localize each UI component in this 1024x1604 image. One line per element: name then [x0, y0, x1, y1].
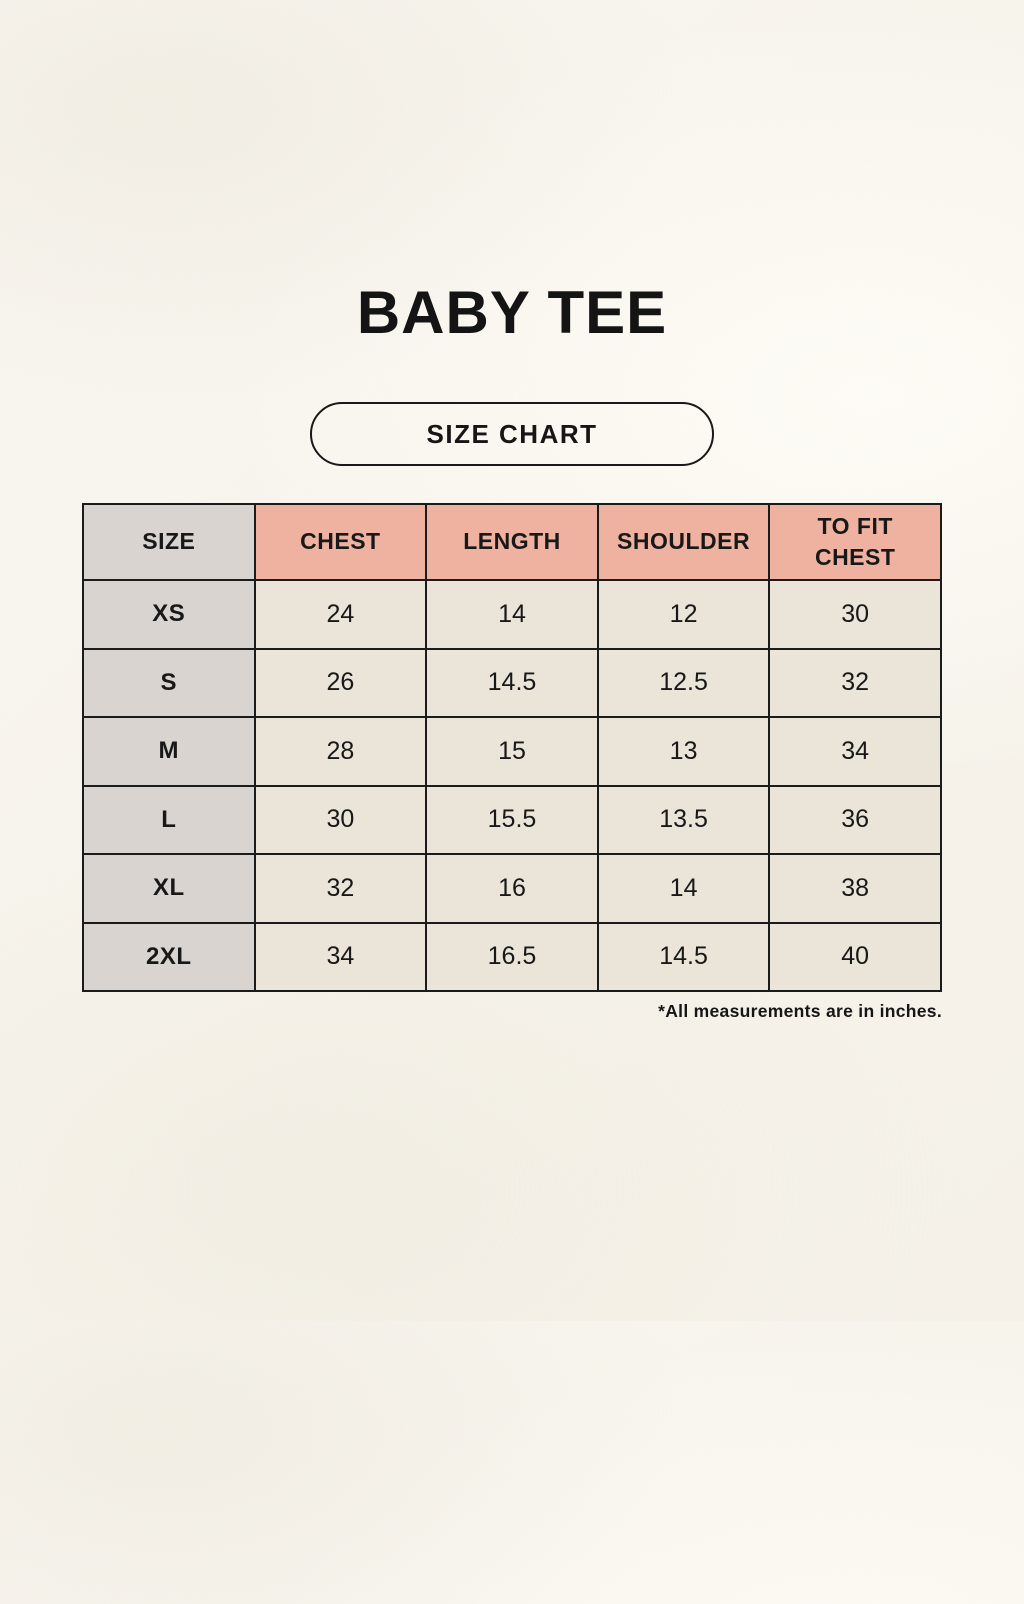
table-cell: 13.5 [596, 784, 771, 855]
row-size-label: M [82, 716, 256, 787]
header-row: SIZE CHEST LENGTH SHOULDER TO FIT CHEST [82, 503, 942, 581]
table-cell: 14.5 [596, 921, 771, 992]
table-row: XS 24 14 12 30 [82, 579, 942, 650]
column-header-to-fit-chest: TO FIT CHEST [768, 503, 942, 581]
table-cell: 38 [768, 853, 942, 924]
table-cell: 12 [596, 579, 771, 650]
table-cell: 14 [596, 853, 771, 924]
row-size-label: XS [82, 579, 256, 650]
table-cell: 14 [425, 579, 599, 650]
table-row: XL 32 16 14 38 [82, 853, 942, 924]
size-chart-button[interactable]: SIZE CHART [310, 402, 714, 466]
size-chart-table: SIZE CHEST LENGTH SHOULDER TO FIT CHEST … [82, 503, 942, 992]
table-cell: 16 [425, 853, 599, 924]
row-size-label: S [82, 647, 256, 718]
column-header-shoulder: SHOULDER [596, 503, 771, 581]
size-chart-button-label: SIZE CHART [426, 418, 598, 449]
page-title: BABY TEE [356, 279, 668, 346]
table-row: 2XL 34 16.5 14.5 40 [82, 921, 942, 992]
table-cell: 15 [425, 716, 599, 787]
table-cell: 14.5 [425, 647, 599, 718]
table-row: S 26 14.5 12.5 32 [82, 647, 942, 718]
table-cell: 30 [768, 579, 942, 650]
row-size-label: L [82, 784, 256, 855]
table-header: SIZE CHEST LENGTH SHOULDER TO FIT CHEST [82, 503, 942, 581]
table-cell: 40 [768, 921, 942, 992]
column-header-size: SIZE [82, 503, 256, 581]
table-cell: 34 [253, 921, 428, 992]
footnote: *All measurements are in inches. [658, 1001, 942, 1021]
table-row: M 28 15 13 34 [82, 716, 942, 787]
row-size-label: XL [82, 853, 256, 924]
table-cell: 36 [768, 784, 942, 855]
table-cell: 32 [768, 647, 942, 718]
column-header-length: LENGTH [425, 503, 599, 581]
row-size-label: 2XL [82, 921, 256, 992]
table-cell: 34 [768, 716, 942, 787]
column-header-chest: CHEST [253, 503, 428, 581]
table-cell: 15.5 [425, 784, 599, 855]
table-row: L 30 15.5 13.5 36 [82, 784, 942, 855]
table-cell: 12.5 [596, 647, 771, 718]
table-cell: 13 [596, 716, 771, 787]
table-cell: 26 [253, 647, 428, 718]
table-cell: 32 [253, 853, 428, 924]
table-cell: 30 [253, 784, 428, 855]
table-cell: 28 [253, 716, 428, 787]
table-cell: 16.5 [425, 921, 599, 992]
table-cell: 24 [253, 579, 428, 650]
table-body: XS 24 14 12 30 S 26 14.5 12.5 32 M 28 15 13 34 L 30 15.5 1… [82, 579, 942, 992]
size-chart-page: BABY TEE SIZE CHART SIZE CHEST LENGTH SH… [0, 283, 1024, 1604]
